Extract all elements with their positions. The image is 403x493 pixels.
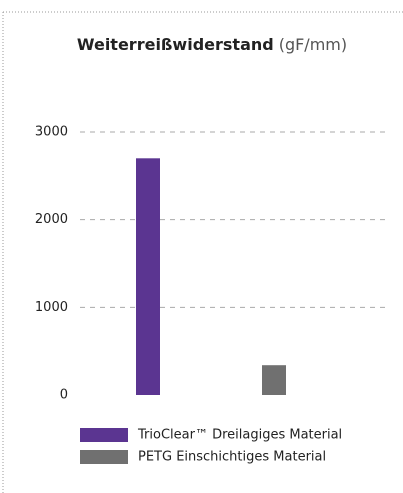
y-tick-label: 0 [60,388,68,403]
y-tick-label: 1000 [35,300,68,315]
legend-label: TrioClear™ Dreilagiges Material [137,428,342,443]
bar [262,365,286,395]
legend-swatch [80,450,128,464]
legend-swatch [80,428,128,442]
chart-title: Weiterreißwiderstand (gF/mm) [77,35,347,54]
y-tick-label: 3000 [35,125,68,140]
unit: (gF/mm) [279,35,347,54]
legend-label: PETG Einschichtiges Material [138,450,326,465]
y-tick-label: 2000 [35,212,68,227]
title: Weiterreißwiderstand [77,35,274,54]
bar [136,158,160,395]
